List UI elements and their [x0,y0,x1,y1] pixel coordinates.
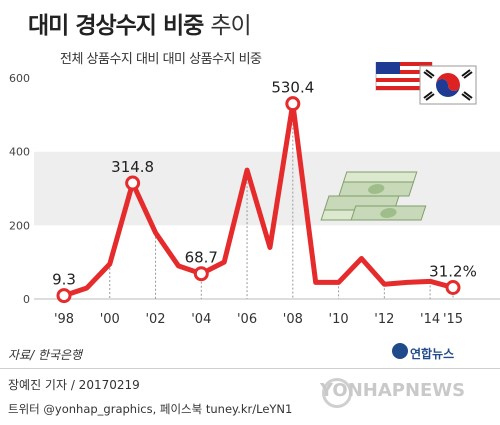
divider [0,368,500,369]
x-tick-label: '12 [374,312,394,327]
source-note: 자료/ 한국은행 [8,348,83,362]
data-point [193,266,209,282]
x-tick-label: '15 [443,312,463,327]
data-label: 9.3 [52,271,76,289]
grid-band [34,151,500,226]
page-title: 대미 경상수지 비중 추이 [28,6,252,40]
data-points [56,96,461,304]
x-tick-label: '06 [237,312,257,327]
data-labels: 9.3 314.8 68.7 530.4 31.2% [52,79,477,289]
data-point [56,288,72,304]
data-label: 31.2% [429,263,477,281]
data-point [125,175,141,191]
chart-area: 0 200 400 600 '98 '00 '02 '04 '06 '08 '10 '12 '14'1… [0,62,500,332]
byline: 장예진 기자 / 20170219 [8,378,140,392]
title-main: 대미 경상수지 비중 [28,13,204,39]
watermark: YONHAPNEWS [320,380,466,401]
series-line [61,101,456,299]
money-stack-icon [320,171,427,221]
data-label: 68.7 [185,249,218,267]
x-axis: '98 '00 '02 '04 '06 '08 '10 '12 '14'15 [54,312,463,327]
x-tick-label: '00 [100,312,120,327]
data-label: 314.8 [111,158,154,176]
yonhap-logo-icon [392,343,408,359]
y-axis: 0 200 400 600 [9,72,30,306]
x-tick-label: '98 [54,312,74,327]
watermark-logo-icon [322,378,352,408]
korea-flag-icon [419,65,477,105]
data-point [285,96,301,112]
data-point [445,280,461,296]
brand-name: 연합뉴스 [410,347,455,361]
chart-subtitle: 전체 상품수지 대비 대미 상품수지 비중 [60,52,262,67]
y-tick-label: 400 [9,146,30,159]
data-label: 530.4 [271,79,314,97]
y-tick-label: 200 [9,219,30,232]
y-tick-label: 600 [9,72,30,85]
x-tick-label: '02 [145,312,165,327]
social-handles: 트위터 @yonhap_graphics, 페이스북 tuney.kr/LeYN… [8,402,293,416]
title-suffix: 추이 [210,13,251,39]
line-chart: 0 200 400 600 '98 '00 '02 '04 '06 '08 '10 '12 '14'1… [9,62,500,327]
y-tick-label: 0 [23,293,30,306]
header: 대미 경상수지 비중 추이 [0,0,500,42]
x-tick-label: '08 [283,312,303,327]
x-tick-label: '14 [420,312,440,327]
x-tick-label: '04 [191,312,211,327]
x-tick-label: '10 [329,312,349,327]
